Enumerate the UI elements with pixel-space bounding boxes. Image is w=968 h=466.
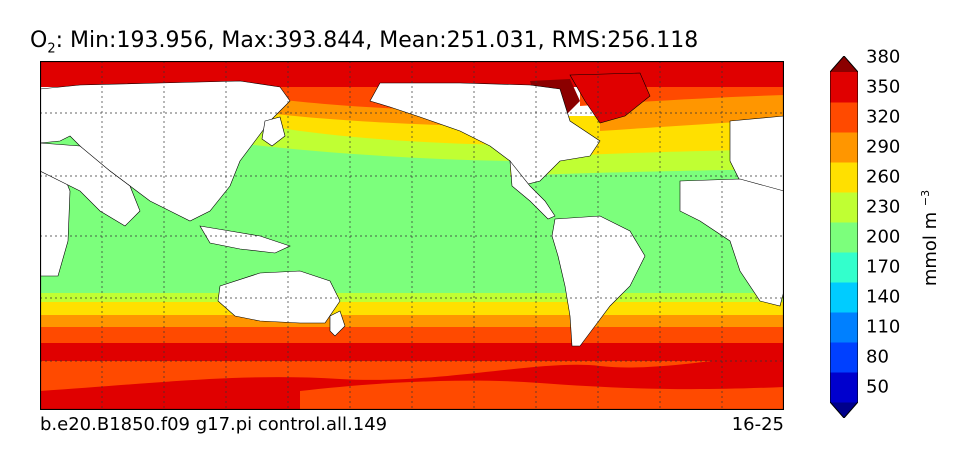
colorbar-tick-label: 80 [866,346,889,368]
land-eurasia [40,80,291,222]
colorbar-box [830,372,858,403]
colorbar-box [830,222,858,253]
colorbar-tick-label: 380 [866,46,901,68]
colorbar-tick-label: 350 [866,76,901,98]
land-indonesia [199,225,291,254]
colorbar-box [830,132,858,163]
ocean-band-south-3 [40,327,784,343]
colorbar-tick-label: 50 [866,376,889,398]
land-new-zealand [329,310,346,337]
colorbar-tick-label: 170 [866,256,901,278]
colorbar-tick-label: 110 [866,316,901,338]
land-india-arabia [40,142,141,227]
case-name-caption: b.e20.B1850.f09 g17.pi control.all.149 [40,414,388,435]
colorbar-unit-label: mmol m −3 [919,190,941,286]
colorbar-box [830,312,858,343]
map-border [40,61,784,410]
colorbar-box [830,192,858,223]
colorbar-tick-label: 200 [866,226,901,248]
plot-title: O2: Min:193.956, Max:393.844, Mean:251.0… [30,28,698,56]
colorbar-tick-label: 290 [866,136,901,158]
land-australia [217,270,341,324]
colorbar-extend-max [830,56,858,72]
land-greenland [569,72,651,124]
ocean-o2-map [40,61,784,410]
years-caption: 16-25 [731,414,784,435]
unit-base: mmol m [920,211,941,287]
title-subscript: 2 [47,41,56,57]
map-svg [40,61,784,410]
title-variable: O [30,28,48,53]
colorbar-box [830,102,858,133]
unit-exponent: −3 [919,189,932,207]
land-japan [261,116,286,147]
front-antarctic-orange [300,380,784,410]
colorbar-tick-label: 230 [866,196,901,218]
colorbar-extend-min [830,402,858,418]
colorbar-box [830,282,858,313]
colorbar-tick-label: 320 [866,106,901,128]
land-central-america [509,160,556,220]
colorbar-box [830,252,858,283]
land-north-america [369,82,601,187]
land-africa [679,178,784,307]
map-graticule [40,61,784,410]
title-stats: : Min:193.956, Max:393.844, Mean:251.031… [55,28,699,53]
colorbar-box [830,162,858,193]
colorbar-tick-label: 260 [866,166,901,188]
ocean-band-south-5 [40,302,784,315]
land-south-america [551,215,646,347]
colorbar [830,56,858,418]
colorbar-tick-label: 140 [866,286,901,308]
colorbar-box [830,342,858,373]
colorbar-box [830,72,858,103]
